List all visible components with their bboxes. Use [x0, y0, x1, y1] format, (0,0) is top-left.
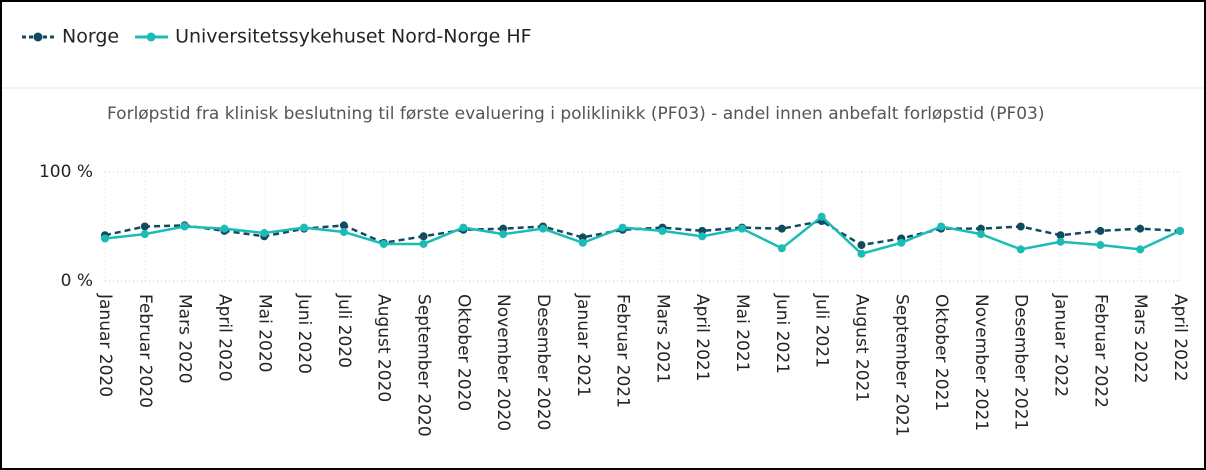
data-point: [180, 222, 189, 231]
data-point: [419, 239, 428, 248]
x-tick-label: Oktober 2021: [931, 294, 951, 411]
data-point: [777, 244, 786, 253]
data-point: [698, 232, 707, 241]
data-point: [857, 241, 866, 250]
x-tick-label: Mai 2021: [732, 294, 752, 372]
x-tick-label: September 2020: [414, 294, 434, 437]
y-tick-label: 100 %: [39, 162, 93, 182]
data-point: [339, 221, 348, 230]
data-point: [738, 224, 747, 233]
chart-title: Forløpstid fra klinisk beslutning til fø…: [107, 104, 1045, 124]
data-point: [140, 230, 149, 239]
data-point: [1136, 245, 1145, 254]
x-tick-label: Juli 2020: [334, 293, 354, 368]
data-point: [817, 212, 826, 221]
data-point: [578, 238, 587, 247]
x-tick-label: Mai 2020: [254, 294, 274, 372]
data-point: [101, 234, 109, 243]
x-tick-label: Januar 2021: [573, 293, 593, 397]
legend-label: Universitetssykehuset Nord-Norge HF: [175, 26, 532, 48]
data-point: [140, 222, 149, 231]
x-tick-label: April 2022: [1170, 294, 1190, 382]
data-point: [618, 223, 627, 232]
data-point: [777, 224, 786, 233]
data-point: [419, 232, 428, 241]
data-point: [1056, 237, 1065, 246]
legend-marker: [146, 32, 156, 42]
data-point: [379, 239, 388, 248]
x-tick-label: Juli 2021: [812, 293, 832, 368]
data-point: [658, 226, 667, 235]
x-tick-label: April 2020: [214, 294, 234, 382]
data-point: [260, 229, 269, 238]
legend-marker: [33, 32, 43, 42]
data-point: [459, 223, 468, 232]
data-point: [857, 249, 866, 258]
data-point: [1136, 224, 1145, 233]
data-point: [339, 227, 348, 236]
x-tick-label: Desember 2021: [1011, 294, 1031, 430]
x-tick-label: November 2020: [493, 294, 513, 431]
series-line: [104, 219, 1181, 247]
x-tick-label: Mars 2020: [175, 294, 195, 384]
series-line: [104, 215, 1181, 256]
data-point: [937, 222, 946, 231]
data-point: [1096, 226, 1105, 235]
x-tick-label: Desember 2020: [533, 294, 553, 430]
legend-label: Norge: [62, 26, 119, 48]
data-point: [976, 230, 985, 239]
y-tick-label: 0 %: [61, 271, 93, 291]
x-tick-label: Februar 2020: [135, 294, 155, 408]
data-point: [1016, 222, 1025, 231]
x-tick-label: Juni 2021: [772, 293, 792, 374]
x-tick-label: April 2021: [692, 294, 712, 382]
data-point: [1176, 226, 1184, 235]
data-point: [1056, 231, 1065, 240]
data-point: [538, 224, 547, 233]
x-tick-label: November 2021: [971, 294, 991, 431]
data-point: [300, 223, 309, 232]
x-tick-label: August 2020: [374, 294, 394, 402]
x-tick-label: Januar 2020: [95, 293, 115, 397]
data-point: [1096, 241, 1105, 250]
data-point: [897, 238, 906, 247]
x-tick-label: Mars 2022: [1130, 294, 1150, 384]
x-tick-label: Februar 2022: [1090, 294, 1110, 408]
x-tick-label: Mars 2021: [652, 294, 672, 384]
data-point: [220, 224, 229, 233]
data-point: [499, 230, 508, 239]
x-tick-label: September 2021: [891, 294, 911, 437]
x-tick-label: August 2021: [851, 294, 871, 402]
x-tick-label: Oktober 2020: [453, 294, 473, 411]
x-tick-label: Januar 2022: [1051, 293, 1071, 397]
x-tick-label: Juni 2020: [294, 293, 314, 374]
data-point: [1016, 245, 1025, 254]
x-tick-label: Februar 2021: [613, 294, 633, 408]
